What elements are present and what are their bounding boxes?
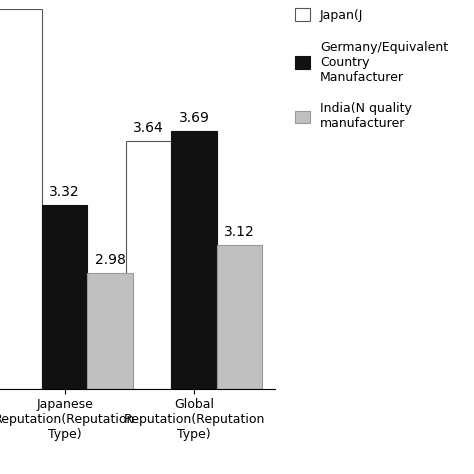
Bar (42, 205, 87, 389)
Text: 3.12: 3.12 (224, 225, 255, 239)
Text: 3.69: 3.69 (179, 111, 210, 125)
Bar (0, 9, 42, 389)
Bar (172, 131, 217, 389)
Text: 2.98: 2.98 (94, 253, 126, 267)
Bar (87, 273, 133, 389)
Bar (217, 245, 262, 389)
Text: 3.64: 3.64 (133, 121, 164, 135)
Bar (126, 141, 172, 389)
Legend: Japan(J, Germany/Equivalent
Country
Manufacturer, India(N quality
manufacturer: Japan(J, Germany/Equivalent Country Manu… (295, 8, 448, 130)
Text: 3.32: 3.32 (49, 185, 80, 199)
